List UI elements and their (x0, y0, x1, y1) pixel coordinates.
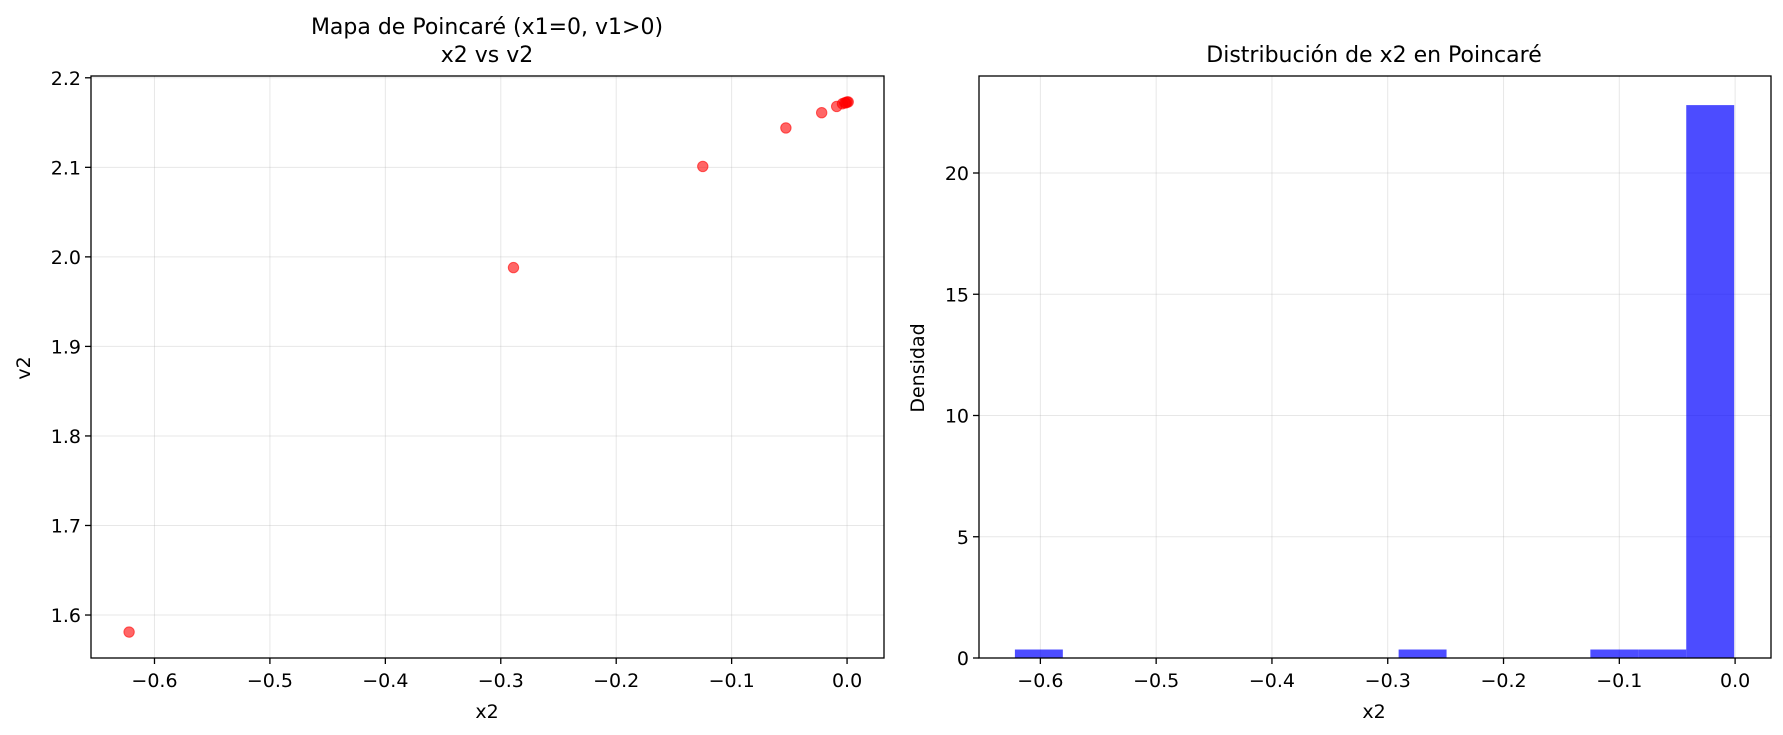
x-tick-label: 0.0 (832, 670, 862, 692)
x-tick-label: −0.1 (1596, 670, 1642, 692)
x-axis-ticks: −0.6 −0.5 −0.4 −0.3 −0.2 −0.1 0.0 (1017, 658, 1750, 692)
x-axis-label: x2 (1362, 701, 1385, 723)
x-tick-label: −0.5 (1133, 670, 1179, 692)
x-tick-label: −0.3 (1365, 670, 1411, 692)
x-tick-label: −0.6 (131, 670, 177, 692)
y-tick-label: 1.6 (51, 605, 81, 627)
chart-title: Distribución de x2 en Poincaré (1206, 43, 1541, 68)
y-tick-label: 0 (957, 648, 969, 670)
y-tick-label: 2.1 (51, 157, 81, 179)
histogram-bars (1014, 105, 1735, 659)
histogram-bar (1014, 649, 1063, 658)
grid (979, 76, 1771, 659)
y-tick-label: 15 (945, 284, 969, 306)
x-tick-label: −0.6 (1017, 670, 1063, 692)
scatter-point (697, 160, 709, 173)
grid (91, 76, 884, 658)
scatter-points (123, 96, 854, 638)
plot-frame (90, 75, 885, 659)
scatter-point (815, 107, 828, 119)
scatter-point (780, 122, 792, 134)
y-tick-label: 20 (945, 163, 969, 185)
histogram-bar (1590, 649, 1639, 658)
x-tick-label: −0.4 (1249, 670, 1295, 692)
plot-frame (978, 75, 1772, 659)
scatter-point (123, 626, 135, 638)
y-axis-label: Densidad (907, 323, 929, 412)
chart-subtitle: x2 vs v2 (441, 43, 534, 68)
histogram-chart: Distribución de x2 en Poincaré −0.6 −0.5−… (907, 43, 1772, 723)
y-tick-label: 1.7 (51, 515, 81, 537)
x-tick-label: 0.0 (1720, 670, 1750, 692)
histogram-bar (1638, 649, 1687, 658)
scatter-point (507, 261, 520, 274)
y-axis-ticks: 1.6 1.7 1.8 1.9 2.0 2.1 2.2 (51, 68, 91, 627)
chart-title: Mapa de Poincaré (x1=0, v1>0) (311, 15, 663, 40)
x-tick-label: −0.4 (362, 670, 408, 692)
histogram-bar (1398, 649, 1447, 658)
x-tick-label: −0.1 (709, 670, 755, 692)
y-tick-label: 2.2 (51, 68, 81, 90)
x-tick-label: −0.2 (1480, 670, 1526, 692)
y-tick-label: 1.9 (51, 336, 81, 358)
y-tick-label: 2.0 (51, 247, 81, 269)
scatter-chart: Mapa de Poincaré (x1=0, v1>0) x2 vs v2 −… (13, 15, 885, 723)
histogram-bar (1686, 105, 1735, 659)
y-tick-label: 5 (957, 527, 969, 549)
x-tick-label: −0.3 (478, 670, 524, 692)
x-tick-label: −0.5 (247, 670, 293, 692)
y-axis-ticks: 0 5 10 15 20 (945, 163, 979, 670)
y-axis-label: v2 (13, 356, 35, 379)
x-axis-label: x2 (475, 701, 498, 723)
y-tick-label: 1.8 (51, 426, 81, 448)
y-tick-label: 10 (945, 406, 969, 428)
x-tick-label: −0.2 (593, 670, 639, 692)
x-axis-ticks: −0.6 −0.5 −0.4 −0.3 −0.2 −0.1 0.0 (131, 658, 862, 692)
scatter-point (842, 96, 854, 108)
